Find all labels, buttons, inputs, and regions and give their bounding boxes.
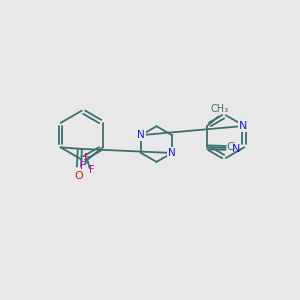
Text: F: F	[80, 161, 86, 171]
Text: C: C	[226, 142, 234, 152]
Text: N: N	[168, 148, 176, 158]
Text: N: N	[239, 121, 247, 131]
Text: N: N	[137, 130, 145, 140]
Text: N: N	[232, 143, 241, 154]
Text: O: O	[75, 171, 83, 182]
Text: CH₃: CH₃	[210, 104, 229, 114]
Text: F: F	[88, 165, 94, 175]
Text: F: F	[84, 153, 89, 163]
